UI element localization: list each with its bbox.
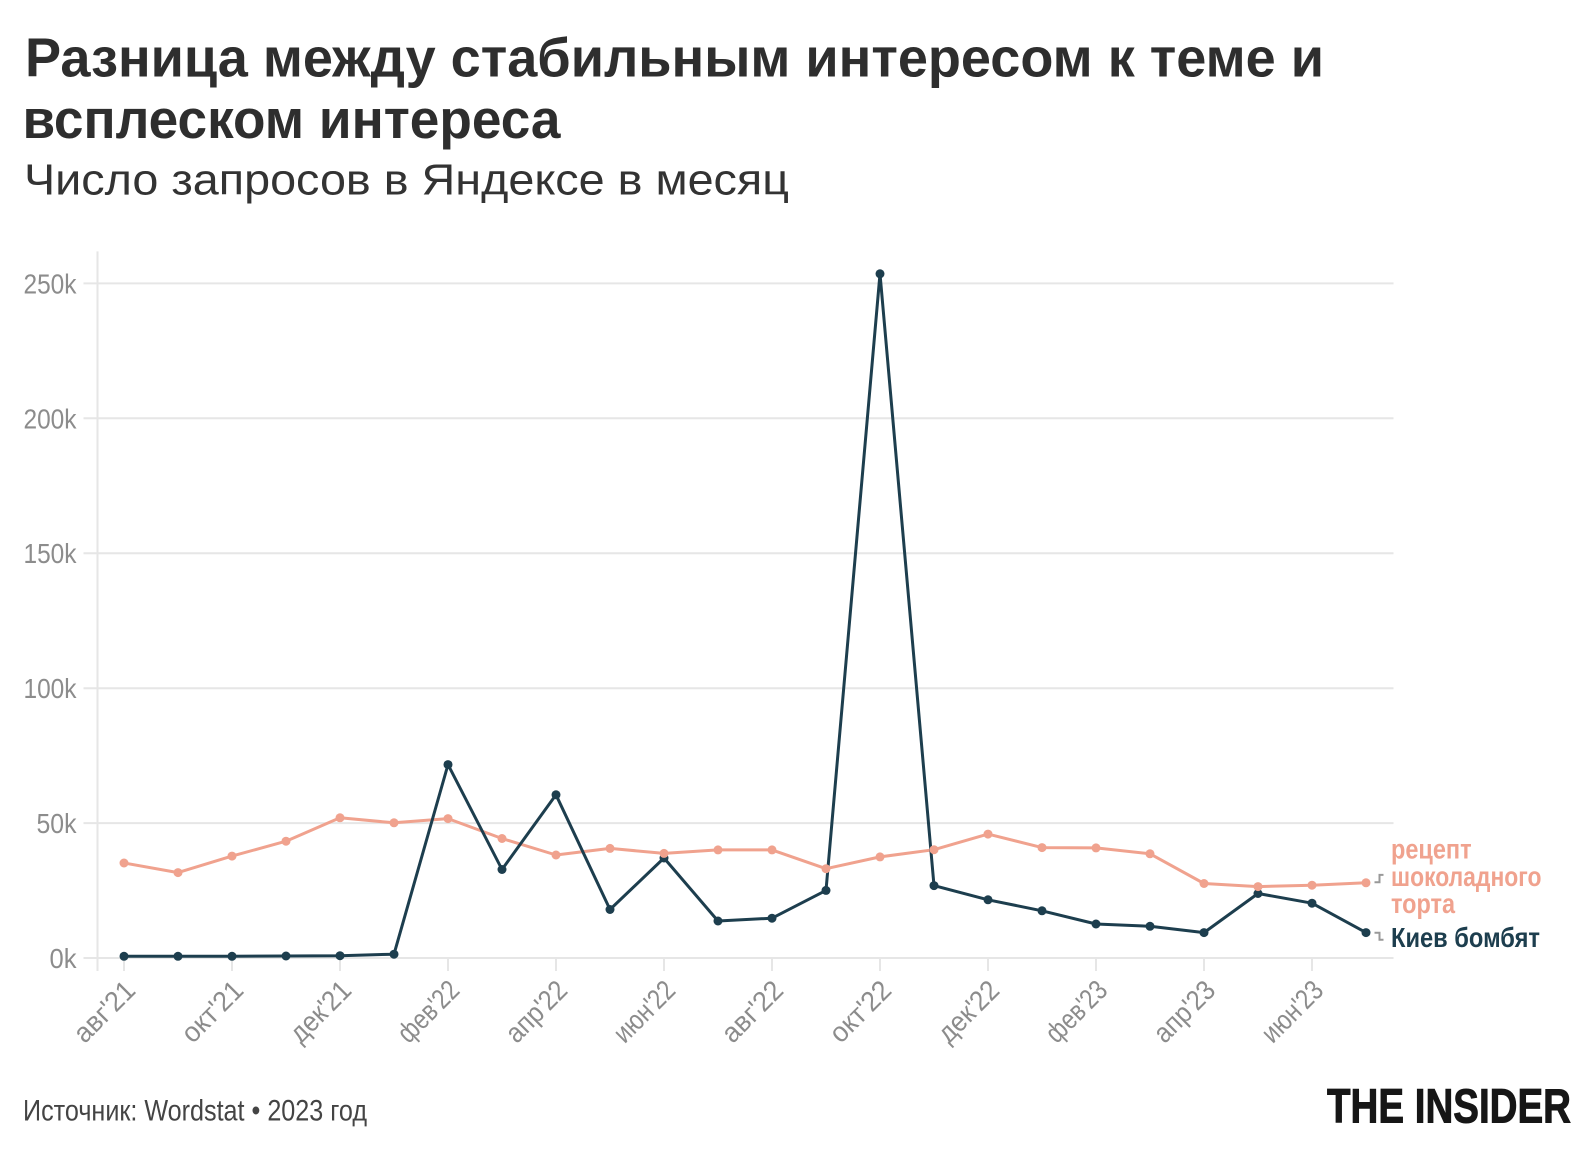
svg-text:всплеском интереса: всплеском интереса — [23, 88, 561, 150]
svg-text:Источник: Wordstat • 2023 год: Источник: Wordstat • 2023 год — [23, 1094, 367, 1127]
svg-text:0k: 0k — [50, 943, 78, 974]
svg-text:Число запросов в Яндексе в мес: Число запросов в Яндексе в месяц — [24, 156, 789, 205]
svg-text:торта: торта — [1391, 888, 1456, 919]
svg-text:100k: 100k — [24, 673, 78, 704]
svg-text:Киев бомбят: Киев бомбят — [1391, 922, 1540, 953]
svg-text:Разница между стабильным интер: Разница между стабильным интересом к тем… — [25, 27, 1324, 89]
svg-text:150k: 150k — [24, 538, 78, 569]
svg-text:шоколадного: шоколадного — [1391, 861, 1542, 892]
svg-text:50k: 50k — [37, 808, 78, 839]
svg-text:рецепт: рецепт — [1391, 834, 1472, 865]
svg-text:200k: 200k — [24, 403, 78, 434]
svg-text:250k: 250k — [24, 268, 78, 299]
svg-text:THE INSIDER: THE INSIDER — [1327, 1080, 1571, 1134]
